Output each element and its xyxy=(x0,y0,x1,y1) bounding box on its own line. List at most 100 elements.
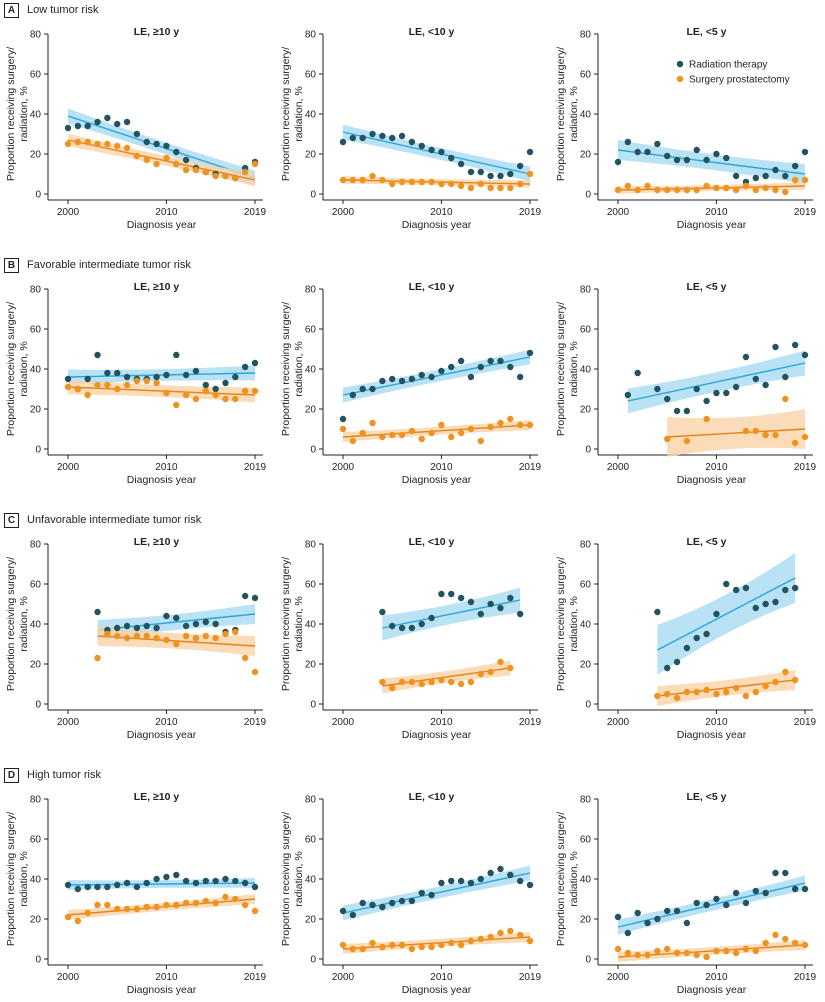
radiation-point xyxy=(408,897,416,905)
radiation-point xyxy=(64,124,72,132)
section-header-c: C Unfavorable intermediate tumor risk xyxy=(4,511,201,529)
radiation-point xyxy=(212,877,219,885)
radiation-point xyxy=(467,879,475,887)
y-axis-label-line2: radiation, % xyxy=(568,86,580,141)
radiation-point xyxy=(732,172,740,180)
panel-c-le-under-10: 0 20 40 60 80 2000 2010 2019 Diagnosis year Propo… xyxy=(280,536,542,741)
surgery-point xyxy=(762,682,769,690)
radiation-point xyxy=(477,168,484,176)
y-tick-label: 80 xyxy=(30,30,42,41)
surgery-point xyxy=(379,678,386,686)
surgery-point xyxy=(163,636,170,644)
surgery-point xyxy=(408,678,416,686)
radiation-point xyxy=(241,363,249,371)
x-axis-label: Diagnosis year xyxy=(402,729,472,741)
radiation-point xyxy=(369,130,376,138)
surgery-point xyxy=(448,939,455,947)
y-tick-label: 60 xyxy=(305,70,317,81)
surgery-point xyxy=(644,182,651,190)
radiation-point xyxy=(389,622,396,630)
y-tick-label: 60 xyxy=(30,835,42,846)
radiation-point xyxy=(762,381,769,389)
panel-title: LE, <5 y xyxy=(687,281,727,293)
x-tick-label: 2019 xyxy=(244,207,267,218)
y-tick-label: 0 xyxy=(310,700,316,711)
radiation-point xyxy=(772,166,779,174)
surgery-point xyxy=(428,678,435,686)
x-tick-label: 2019 xyxy=(794,207,817,218)
x-tick-label: 2019 xyxy=(519,717,542,728)
surgery-point xyxy=(212,634,219,642)
section-letter: C xyxy=(4,512,19,528)
y-tick-label: 0 xyxy=(35,955,41,966)
radiation-point xyxy=(526,881,534,889)
x-tick-label: 2010 xyxy=(430,972,453,983)
radiation-point xyxy=(644,148,651,156)
radiation-point xyxy=(732,383,740,391)
surgery-point xyxy=(389,431,396,439)
surgery-point xyxy=(634,951,641,959)
surgery-point xyxy=(389,684,396,692)
section-letter: D xyxy=(4,767,19,783)
section-letter: B xyxy=(4,257,19,273)
surgery-point xyxy=(359,176,366,184)
radiation-point xyxy=(448,590,455,598)
radiation-point xyxy=(418,142,425,150)
surgery-point xyxy=(241,387,249,395)
radiation-point xyxy=(359,385,366,393)
x-tick-label: 2000 xyxy=(607,462,630,473)
x-tick-label: 2010 xyxy=(430,717,453,728)
y-tick-label: 80 xyxy=(30,795,42,806)
surgery-point xyxy=(408,427,416,435)
surgery-point xyxy=(448,180,455,188)
surgery-point xyxy=(173,901,180,909)
surgery-point xyxy=(516,931,524,939)
y-axis-label-line1: Proportion receiving surgery/ xyxy=(280,557,292,691)
panel-title: LE, <10 y xyxy=(409,26,455,38)
surgery-point xyxy=(693,186,700,194)
surgery-point xyxy=(349,945,357,953)
x-tick-label: 2010 xyxy=(705,972,728,983)
surgery-point xyxy=(673,186,681,194)
radiation-point xyxy=(389,899,396,907)
surgery-point xyxy=(84,138,91,146)
radiation-point xyxy=(801,351,809,359)
surgery-point xyxy=(94,901,101,909)
radiation-point xyxy=(507,363,514,371)
y-axis-label-line1: Proportion receiving surgery/ xyxy=(280,302,292,436)
surgery-point xyxy=(251,668,259,676)
y-axis-label-line1: Proportion receiving surgery/ xyxy=(555,812,567,946)
y-tick-label: 80 xyxy=(30,285,42,296)
surgery-point xyxy=(202,897,209,905)
y-tick-label: 20 xyxy=(305,150,317,161)
y-axis-label-line2: radiation, % xyxy=(568,341,580,396)
surgery-point xyxy=(673,694,681,702)
radiation-point xyxy=(732,586,740,594)
surgery-point xyxy=(713,947,720,955)
radiation-point xyxy=(634,369,641,377)
surgery-trend-line xyxy=(657,679,796,697)
surgery-point xyxy=(664,186,671,194)
surgery-trend-line xyxy=(342,936,531,950)
y-tick-label: 20 xyxy=(580,405,592,416)
surgery-point xyxy=(654,186,661,194)
radiation-point xyxy=(94,608,101,616)
radiation-point xyxy=(114,369,121,377)
surgery-point xyxy=(349,176,357,184)
surgery-point xyxy=(782,935,789,943)
surgery-point xyxy=(143,632,150,640)
surgery-point xyxy=(153,160,160,168)
y-tick-label: 20 xyxy=(580,915,592,926)
radiation-point xyxy=(713,389,720,397)
radiation-point xyxy=(801,885,809,893)
x-axis-label: Diagnosis year xyxy=(127,729,197,741)
surgery-point xyxy=(742,945,750,953)
radiation-point xyxy=(114,881,121,889)
radiation-point xyxy=(418,889,425,897)
surgery-point xyxy=(94,140,101,148)
surgery-point xyxy=(791,176,799,184)
y-axis-label-line1: Proportion receiving surgery/ xyxy=(5,812,17,946)
radiation-point xyxy=(457,594,465,602)
surgery-point xyxy=(143,377,150,385)
radiation-point xyxy=(74,122,82,130)
